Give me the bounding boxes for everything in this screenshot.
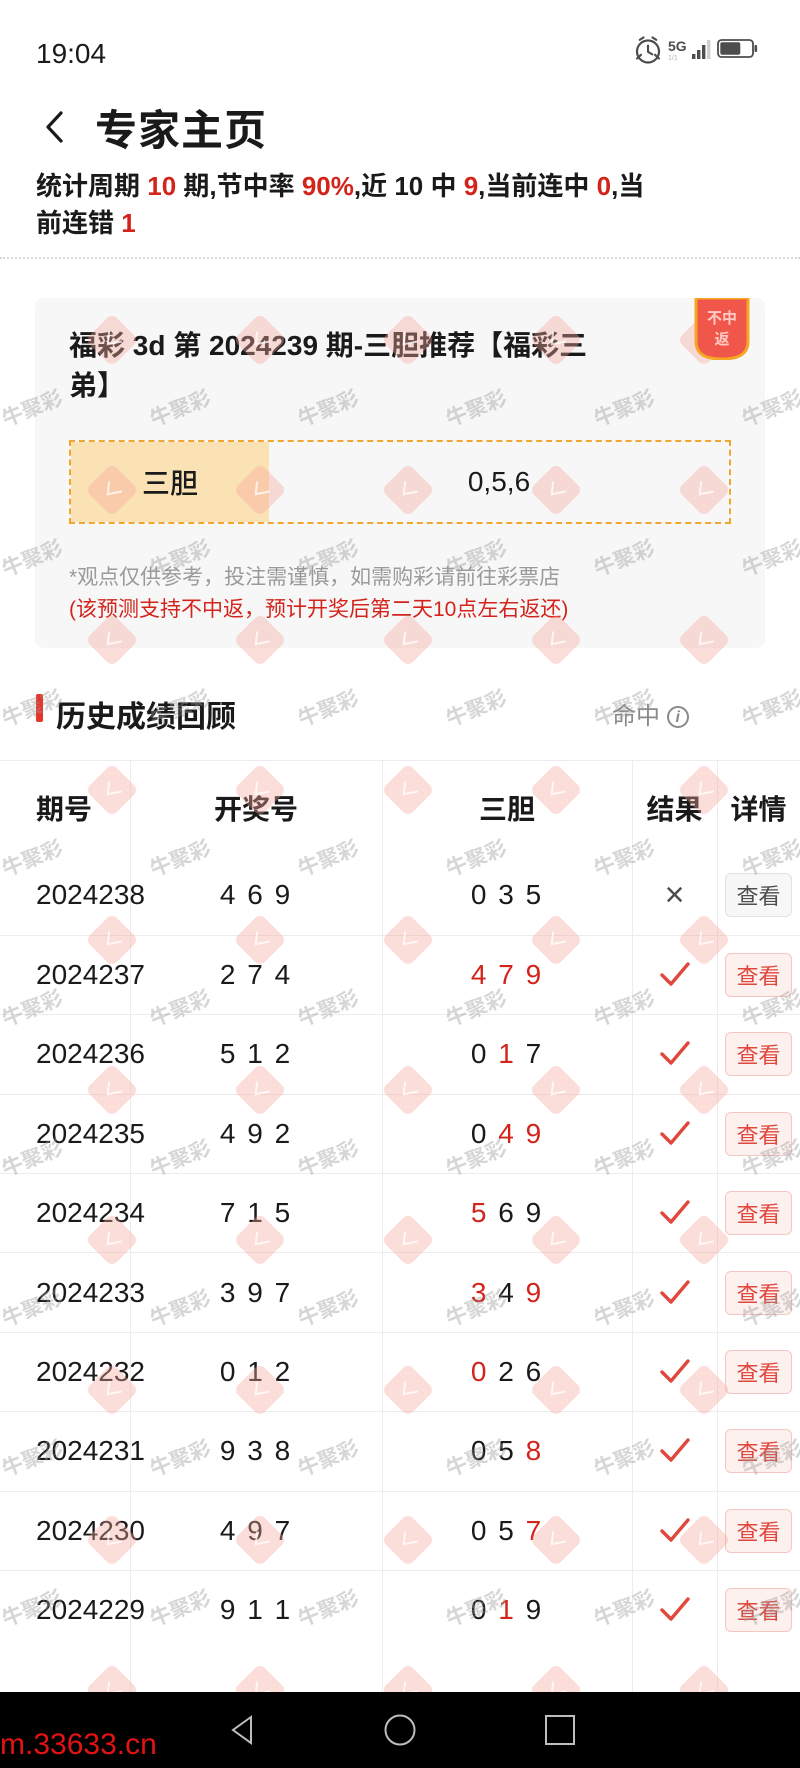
- svg-text:不中: 不中: [707, 310, 737, 327]
- svg-text:1/1: 1/1: [668, 55, 678, 62]
- svg-text:返: 返: [714, 331, 729, 348]
- svg-text:5G: 5G: [668, 38, 687, 54]
